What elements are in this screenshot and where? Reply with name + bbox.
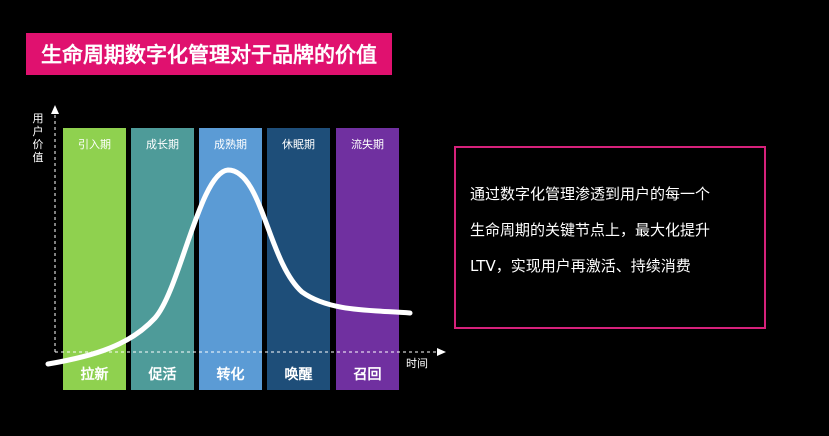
- phase-column-dormant: 休眠期 唤醒: [267, 128, 330, 390]
- description-line: LTV，实现用户再激活、持续消费: [470, 257, 691, 275]
- phase-column-intro: 引入期 拉新: [63, 128, 126, 390]
- x-axis-label: 时间: [406, 357, 428, 370]
- phase-name: 成长期: [146, 138, 179, 151]
- page-title: 生命周期数字化管理对于品牌的价值: [41, 43, 377, 67]
- phase-name: 引入期: [78, 138, 111, 151]
- phase-name: 流失期: [351, 138, 384, 151]
- description-text: 通过数字化管理渗透到用户的每一个 生命周期的关键节点上，最大化提升 LTV，实现…: [470, 176, 760, 284]
- x-axis-arrow: [437, 348, 446, 356]
- phase-column-churn: 流失期 召回: [336, 128, 399, 390]
- title-banner: 生命周期数字化管理对于品牌的价值: [26, 33, 392, 75]
- description-line: 生命周期的关键节点上，最大化提升: [470, 221, 711, 239]
- phase-name: 休眠期: [282, 138, 315, 151]
- y-axis-arrow: [51, 105, 59, 114]
- phase-action: 拉新: [80, 367, 109, 383]
- phase-action: 转化: [216, 367, 245, 383]
- y-axis-label: 用户价值: [32, 112, 44, 164]
- phase-action: 召回: [353, 367, 382, 383]
- phase-column-growth: 成长期 促活: [131, 128, 194, 390]
- description-line: 通过数字化管理渗透到用户的每一个: [470, 185, 711, 203]
- description-box: 通过数字化管理渗透到用户的每一个 生命周期的关键节点上，最大化提升 LTV，实现…: [454, 146, 766, 329]
- phase-name: 成熟期: [214, 138, 247, 151]
- phase-column-mature: 成熟期 转化: [199, 128, 262, 390]
- phase-action: 唤醒: [284, 367, 313, 383]
- phase-action: 促活: [148, 367, 177, 383]
